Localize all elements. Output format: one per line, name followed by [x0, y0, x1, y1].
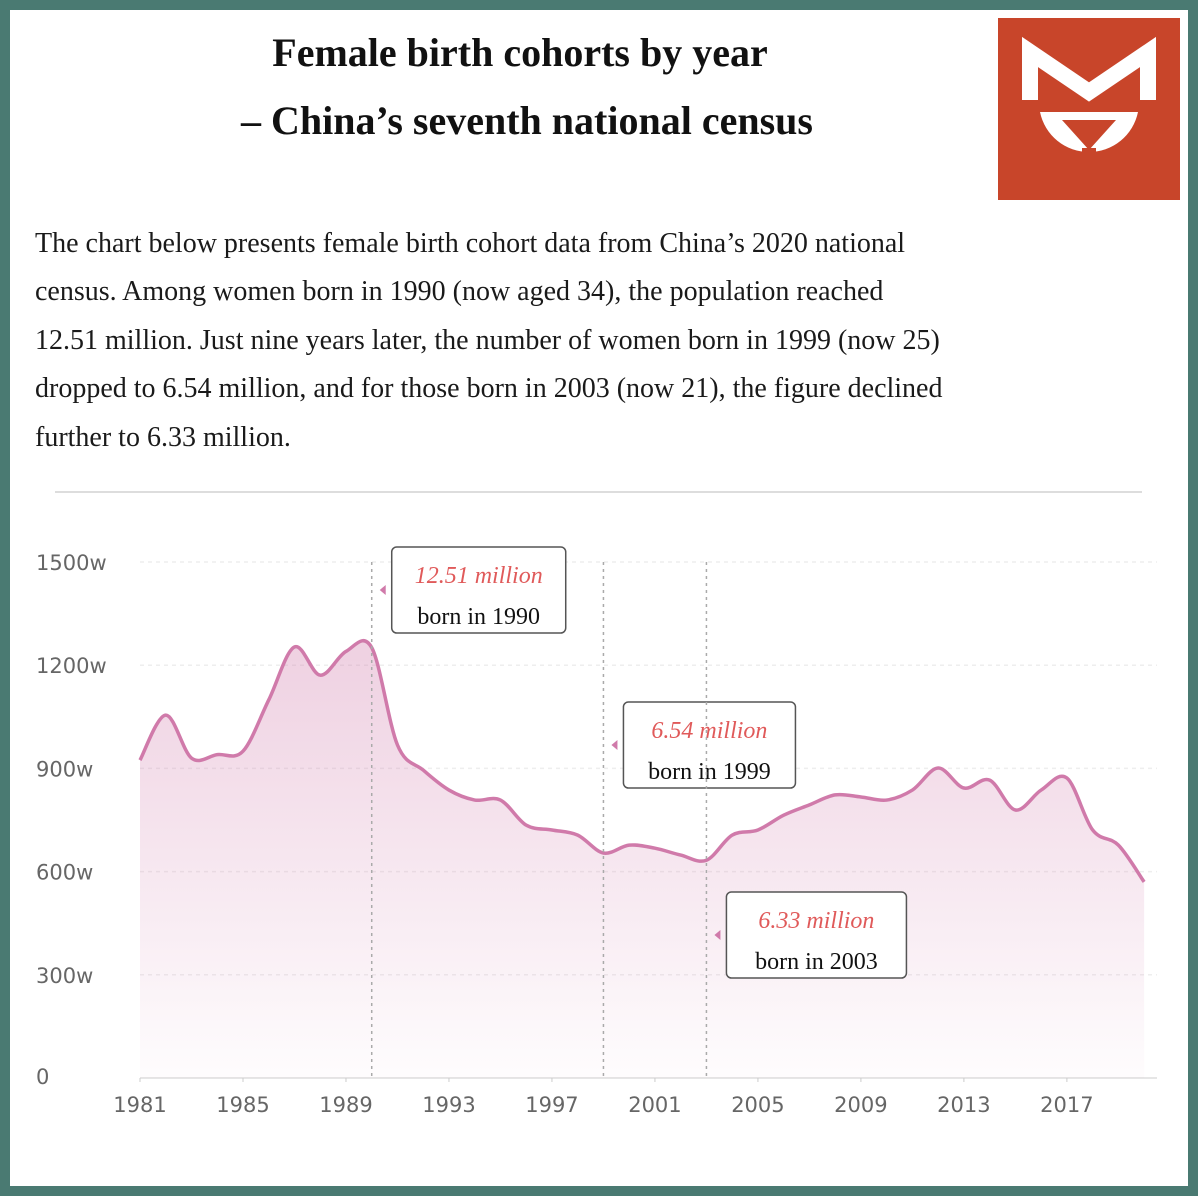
y-tick-label: 600w	[36, 861, 93, 885]
annotation-value: 6.54 million	[651, 718, 767, 744]
title-line: – China’s seventh national census	[240, 98, 813, 143]
y-tick-label: 900w	[36, 757, 93, 781]
annotation-pointer	[611, 740, 618, 750]
x-tick-label: 2013	[937, 1093, 990, 1117]
x-tick-label: 1997	[525, 1093, 578, 1117]
annotation-box	[390, 546, 567, 634]
annotation-pointer	[379, 585, 386, 595]
y-tick-label: 300w	[36, 964, 93, 988]
paragraph-line: The chart below presents female birth co…	[35, 228, 905, 259]
annotation-value: 12.51 million	[415, 563, 543, 589]
x-tick-label: 2009	[834, 1093, 887, 1117]
paragraph-line: 12.51 million. Just nine years later, th…	[35, 325, 940, 356]
paragraph-line: further to 6.33 million.	[35, 422, 291, 453]
line	[138, 639, 1146, 883]
annotation-text: born in 1990	[417, 604, 540, 630]
annotation-pointer	[714, 930, 721, 940]
paragraph-line: census. Among women born in 1990 (now ag…	[35, 276, 883, 307]
logo	[998, 18, 1180, 200]
x-tick-label: 2017	[1040, 1093, 1093, 1117]
y-tick-label: 0	[36, 1065, 49, 1089]
annotation-box	[622, 701, 797, 789]
annotation-text: born in 1999	[648, 759, 771, 785]
paragraph-line: dropped to 6.54 million, and for those b…	[35, 373, 942, 404]
x-tick-label: 1993	[422, 1093, 475, 1117]
x-tick-label: 1989	[319, 1093, 372, 1117]
annotation-value: 6.33 million	[758, 908, 874, 934]
annotation-box	[725, 891, 908, 979]
x-tick-label: 2005	[731, 1093, 784, 1117]
x-tick-label: 1981	[113, 1093, 166, 1117]
title-line: Female birth cohorts by year	[272, 30, 767, 75]
annotation-text: born in 2003	[755, 949, 878, 975]
x-tick-label: 1985	[216, 1093, 269, 1117]
y-tick-label: 1500w	[36, 551, 107, 575]
x-tick-label: 2001	[628, 1093, 681, 1117]
y-tick-label: 1200w	[36, 654, 107, 678]
